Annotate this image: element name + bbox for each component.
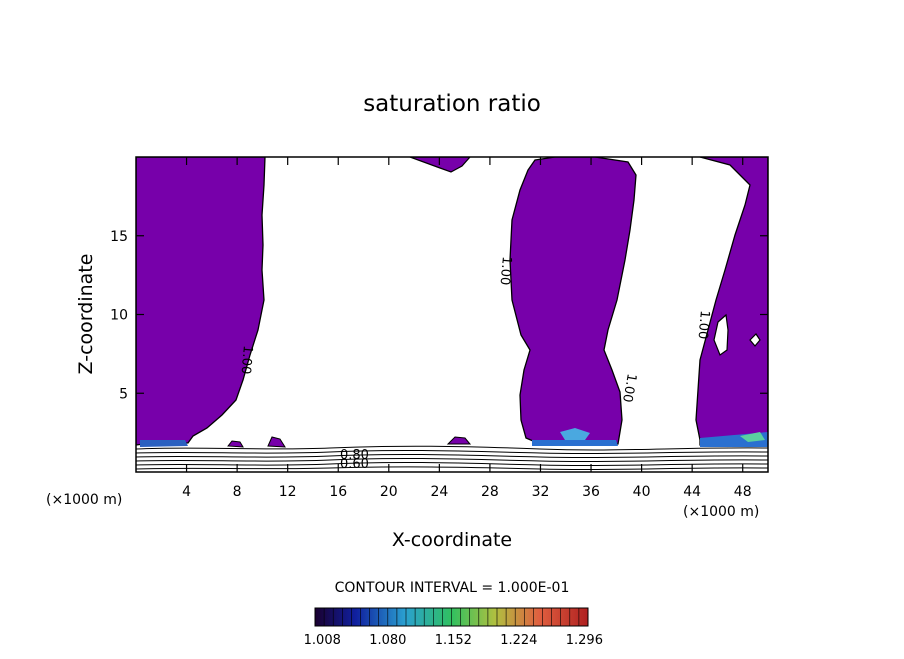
saturated-region-center bbox=[509, 157, 637, 445]
contour-label: 1.00 bbox=[619, 372, 639, 403]
x-tick-label: 40 bbox=[633, 484, 651, 500]
colorbar-label: 1.080 bbox=[369, 633, 406, 648]
y-tick-label: 15 bbox=[110, 229, 128, 245]
x-tick-label: 32 bbox=[532, 484, 550, 500]
x-tick-label: 48 bbox=[734, 484, 752, 500]
x-tick-label: 20 bbox=[380, 484, 398, 500]
ground-patch bbox=[227, 440, 244, 448]
saturated-hole bbox=[713, 313, 729, 356]
y-tick-label: 10 bbox=[110, 308, 128, 324]
x-ticks: 4 8 12 16 20 24 28 32 36 40 44 48 bbox=[182, 157, 752, 500]
saturated-hole bbox=[749, 333, 761, 347]
plot-area bbox=[136, 157, 768, 471]
x-tick-label: 24 bbox=[430, 484, 448, 500]
ground-patch bbox=[267, 436, 286, 448]
colorbar-segments bbox=[323, 608, 580, 626]
x-tick-label: 28 bbox=[481, 484, 499, 500]
contour-label: 1.00 bbox=[694, 310, 711, 340]
x-tick-label: 16 bbox=[329, 484, 347, 500]
x-axis-label: X-coordinate bbox=[392, 529, 512, 551]
x-tick-label: 36 bbox=[582, 484, 600, 500]
y-ticks: 5 10 15 bbox=[110, 229, 768, 402]
ground-patch bbox=[560, 428, 590, 440]
colorbar-label: 1.152 bbox=[435, 633, 472, 648]
x-tick-label: 4 bbox=[182, 484, 191, 500]
x-tick-label: 8 bbox=[233, 484, 242, 500]
ground-patch bbox=[140, 440, 188, 447]
colorbar-label: 1.008 bbox=[304, 633, 341, 648]
contour-label: 1.00 bbox=[496, 256, 513, 286]
saturated-region-right bbox=[695, 157, 768, 446]
colorbar-label: 1.224 bbox=[500, 633, 537, 648]
ground-patch bbox=[740, 432, 765, 442]
contour-label: 1.00 bbox=[237, 345, 254, 375]
colorbar-label: 1.296 bbox=[566, 633, 603, 648]
contour-label: 0.60 bbox=[340, 457, 369, 472]
x-unit-left: (×1000 m) bbox=[46, 492, 122, 508]
x-unit-right: (×1000 m) bbox=[683, 504, 759, 520]
x-tick-label: 44 bbox=[683, 484, 701, 500]
chart-title: saturation ratio bbox=[363, 91, 541, 117]
saturated-region-left bbox=[136, 157, 266, 446]
ground-patch bbox=[532, 440, 618, 446]
ground-patch bbox=[446, 436, 472, 445]
contour-interval-text: CONTOUR INTERVAL = 1.000E-01 bbox=[335, 580, 570, 596]
contour-lines bbox=[136, 445, 768, 471]
y-tick-label: 5 bbox=[119, 386, 128, 402]
colorbar-labels: 1.008 1.080 1.152 1.224 1.296 bbox=[304, 633, 603, 648]
contour-label: 0.80 bbox=[340, 448, 369, 463]
saturated-region-top bbox=[409, 157, 471, 173]
y-axis-label: Z-coordinate bbox=[75, 254, 97, 375]
x-tick-label: 12 bbox=[279, 484, 297, 500]
